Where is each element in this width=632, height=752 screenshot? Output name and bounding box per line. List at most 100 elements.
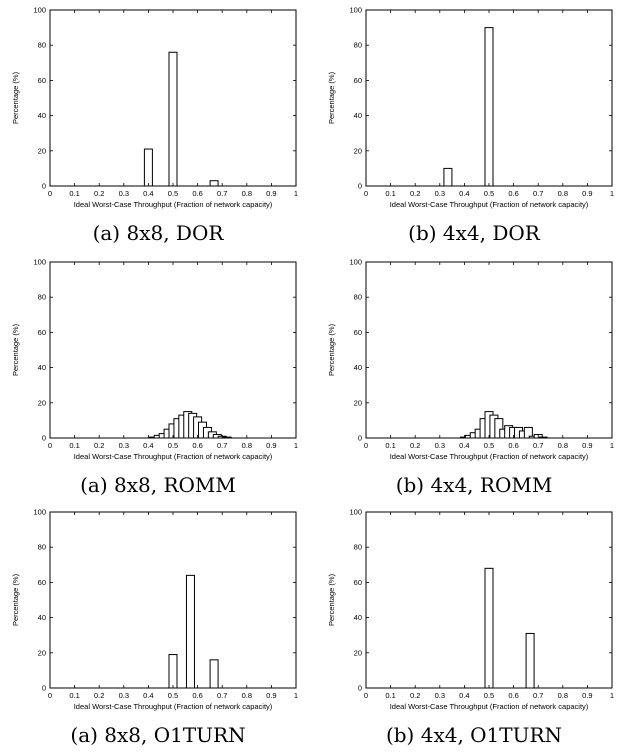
chart-caption: (b) 4x4, DOR [408, 221, 540, 245]
y-tick-label: 80 [354, 41, 362, 50]
x-tick-label: 0.1 [69, 189, 79, 198]
y-axis-label: Percentage (%) [11, 323, 20, 376]
x-axis-label: Ideal Worst-Case Throughput (Fraction of… [390, 200, 589, 209]
y-tick-label: 100 [349, 258, 362, 267]
histogram-chart: 0 0.1 0.2 0.3 0.4 0.5 0.6 0.7 0.8 0.9 1 0 20 40 60 80 10… [11, 6, 298, 210]
y-tick-label: 0 [42, 182, 46, 191]
histogram-chart: 0 0.1 0.2 0.3 0.4 0.5 0.6 0.7 0.8 0.9 1 0 20 40 60 80 10… [11, 508, 298, 712]
x-tick-label: 0.4 [143, 691, 153, 700]
x-tick-label: 0.6 [508, 441, 518, 450]
y-axis-label: Percentage (%) [11, 71, 20, 124]
chart-panel-8x8-romm: 0 0.1 0.2 0.3 0.4 0.5 0.6 0.7 0.8 0.9 1 0 20 40 60 80 10… [0, 252, 316, 502]
chart-caption: (b) 4x4, O1TURN [385, 723, 563, 747]
x-tick-label: 1 [294, 691, 298, 700]
chart-caption: (a) 8x8, O1TURN [70, 723, 246, 747]
x-tick-label: 0.6 [508, 189, 518, 198]
bar [185, 574, 195, 689]
x-axis-label: Ideal Worst-Case Throughput (Fraction of… [390, 452, 589, 461]
y-tick-label: 20 [354, 146, 362, 155]
x-tick-label: 0.6 [192, 441, 202, 450]
y-tick-label: 40 [38, 613, 46, 622]
x-tick-label: 0.1 [385, 441, 395, 450]
x-tick-label: 0.8 [242, 189, 252, 198]
x-tick-label: 0.6 [508, 691, 518, 700]
x-tick-label: 0.4 [143, 441, 153, 450]
bar [484, 27, 494, 187]
x-axis-label: Ideal Worst-Case Throughput (Fraction of… [74, 702, 273, 711]
y-axis-label: Percentage (%) [327, 71, 336, 124]
x-tick-label: 0.1 [385, 691, 395, 700]
x-tick-label: 0.5 [484, 691, 494, 700]
x-tick-label: 0.9 [582, 441, 592, 450]
x-tick-label: 1 [610, 189, 614, 198]
y-axis-label: Percentage (%) [11, 573, 20, 626]
x-tick-label: 0.7 [533, 189, 543, 198]
x-tick-label: 0.9 [266, 189, 276, 198]
y-tick-label: 80 [354, 543, 362, 552]
y-tick-label: 100 [33, 508, 46, 517]
x-tick-label: 0.4 [459, 189, 469, 198]
y-tick-label: 60 [354, 76, 362, 85]
histogram-chart: 0 0.1 0.2 0.3 0.4 0.5 0.6 0.7 0.8 0.9 1 0 20 40 60 80 10… [327, 6, 614, 210]
x-tick-label: 1 [294, 189, 298, 198]
histogram-chart: 0 0.1 0.2 0.3 0.4 0.5 0.6 0.7 0.8 0.9 1 0 20 40 60 80 10… [327, 258, 614, 462]
y-tick-label: 100 [349, 6, 362, 15]
chart-panel-4x4-o1turn: 0 0.1 0.2 0.3 0.4 0.5 0.6 0.7 0.8 0.9 1 0 20 40 60 80 10… [316, 502, 632, 752]
x-tick-label: 0.3 [435, 441, 445, 450]
x-tick-label: 0.1 [69, 441, 79, 450]
y-tick-label: 0 [42, 434, 46, 443]
x-tick-label: 0 [364, 189, 368, 198]
bar [143, 148, 153, 187]
x-tick-label: 0.8 [558, 441, 568, 450]
x-tick-label: 0.9 [582, 691, 592, 700]
x-tick-label: 0.1 [385, 189, 395, 198]
chart-caption: (a) 8x8, ROMM [80, 473, 236, 497]
x-tick-label: 0.5 [168, 691, 178, 700]
x-tick-label: 0.7 [217, 441, 227, 450]
y-tick-label: 100 [33, 6, 46, 15]
x-tick-label: 0.7 [217, 189, 227, 198]
x-tick-label: 1 [610, 691, 614, 700]
x-tick-label: 0.7 [533, 441, 543, 450]
x-tick-label: 0.2 [94, 189, 104, 198]
x-tick-label: 0.2 [410, 189, 420, 198]
x-tick-label: 0.5 [484, 441, 494, 450]
y-tick-label: 100 [33, 258, 46, 267]
y-tick-label: 0 [358, 684, 362, 693]
x-tick-label: 0.3 [119, 189, 129, 198]
x-tick-label: 0.3 [119, 691, 129, 700]
y-tick-label: 20 [354, 648, 362, 657]
x-tick-label: 0.5 [168, 189, 178, 198]
x-axis-label: Ideal Worst-Case Throughput (Fraction of… [390, 702, 589, 711]
x-tick-label: 0 [48, 441, 52, 450]
x-tick-label: 0.2 [94, 691, 104, 700]
histogram-chart: 0 0.1 0.2 0.3 0.4 0.5 0.6 0.7 0.8 0.9 1 0 20 40 60 80 10… [327, 508, 614, 712]
y-tick-label: 20 [38, 648, 46, 657]
y-tick-label: 40 [354, 363, 362, 372]
y-tick-label: 40 [354, 613, 362, 622]
y-tick-label: 0 [42, 684, 46, 693]
x-tick-label: 0.4 [143, 189, 153, 198]
chart-panel-4x4-dor: 0 0.1 0.2 0.3 0.4 0.5 0.6 0.7 0.8 0.9 1 0 20 40 60 80 10… [316, 0, 632, 250]
x-tick-label: 0.6 [192, 691, 202, 700]
x-tick-label: 0.7 [217, 691, 227, 700]
y-tick-label: 0 [358, 434, 362, 443]
y-axis-label: Percentage (%) [327, 573, 336, 626]
y-tick-label: 60 [38, 578, 46, 587]
x-tick-label: 0 [48, 189, 52, 198]
y-tick-label: 60 [38, 328, 46, 337]
x-tick-label: 0.9 [266, 691, 276, 700]
x-tick-label: 0.3 [435, 691, 445, 700]
x-tick-label: 0.9 [582, 189, 592, 198]
y-tick-label: 60 [38, 76, 46, 85]
bar [525, 632, 535, 689]
y-tick-label: 40 [354, 111, 362, 120]
y-tick-label: 60 [354, 328, 362, 337]
y-tick-label: 40 [38, 111, 46, 120]
x-tick-label: 0.9 [266, 441, 276, 450]
x-tick-label: 0 [48, 691, 52, 700]
y-axis-label: Percentage (%) [327, 323, 336, 376]
x-tick-label: 0.6 [192, 189, 202, 198]
bar [168, 51, 178, 187]
y-tick-label: 100 [349, 508, 362, 517]
